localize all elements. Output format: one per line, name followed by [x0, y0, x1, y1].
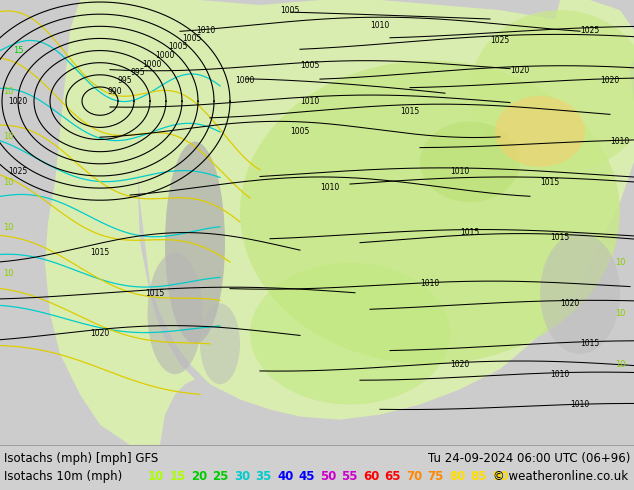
Text: 10: 10	[615, 309, 625, 318]
Text: © weatheronline.co.uk: © weatheronline.co.uk	[493, 470, 628, 483]
Text: 75: 75	[427, 470, 444, 483]
Text: 50: 50	[320, 470, 337, 483]
Text: 995: 995	[118, 76, 133, 85]
Polygon shape	[45, 0, 195, 445]
Text: 1020: 1020	[600, 76, 619, 85]
Text: 80: 80	[449, 470, 465, 483]
Text: 1000: 1000	[235, 76, 255, 85]
Text: 25: 25	[212, 470, 229, 483]
Ellipse shape	[540, 233, 620, 354]
Text: 1020: 1020	[450, 360, 470, 368]
Text: 85: 85	[470, 470, 487, 483]
Ellipse shape	[148, 253, 202, 374]
Text: 15: 15	[169, 470, 186, 483]
Text: 990: 990	[108, 87, 122, 96]
Text: Tu 24-09-2024 06:00 UTC (06+96): Tu 24-09-2024 06:00 UTC (06+96)	[427, 452, 630, 465]
Text: 1010: 1010	[197, 26, 216, 35]
Text: 1010: 1010	[370, 21, 390, 30]
Text: 45: 45	[299, 470, 315, 483]
Text: 1010: 1010	[320, 183, 340, 192]
Text: 1005: 1005	[168, 42, 188, 51]
Text: 1020: 1020	[8, 97, 27, 106]
Text: 1015: 1015	[401, 107, 420, 116]
Text: 10: 10	[3, 177, 13, 187]
Text: 1010: 1010	[450, 168, 470, 176]
Text: 1020: 1020	[510, 66, 529, 75]
Text: 1020: 1020	[560, 299, 579, 308]
Text: 1005: 1005	[183, 34, 202, 43]
Text: 10: 10	[615, 258, 625, 268]
Text: 1010: 1010	[571, 400, 590, 409]
Text: 1015: 1015	[91, 248, 110, 257]
Text: 10: 10	[3, 223, 13, 232]
Ellipse shape	[240, 61, 620, 364]
Text: 1015: 1015	[550, 233, 569, 242]
Ellipse shape	[200, 303, 240, 384]
Text: 1010: 1010	[611, 137, 630, 146]
Text: 20: 20	[191, 470, 207, 483]
Text: 1000: 1000	[155, 51, 175, 60]
Text: Isotachs (mph) [mph] GFS: Isotachs (mph) [mph] GFS	[4, 452, 158, 465]
Text: 1015: 1015	[580, 339, 600, 348]
Text: 70: 70	[406, 470, 422, 483]
Text: 10: 10	[3, 87, 13, 96]
Text: 1010: 1010	[420, 279, 439, 288]
Text: 65: 65	[384, 470, 401, 483]
Text: 995: 995	[131, 68, 145, 77]
Text: 1025: 1025	[580, 26, 600, 35]
Text: 1005: 1005	[301, 61, 320, 70]
Ellipse shape	[250, 263, 450, 404]
Ellipse shape	[165, 142, 225, 344]
Text: 1015: 1015	[540, 177, 560, 187]
Text: 1010: 1010	[301, 97, 320, 106]
Ellipse shape	[420, 122, 520, 202]
Ellipse shape	[495, 96, 585, 167]
Text: 35: 35	[256, 470, 272, 483]
Polygon shape	[550, 0, 634, 91]
Text: 90: 90	[492, 470, 508, 483]
Text: 30: 30	[234, 470, 250, 483]
Text: 60: 60	[363, 470, 379, 483]
Ellipse shape	[470, 10, 634, 172]
Text: 1020: 1020	[91, 329, 110, 338]
Text: 10: 10	[148, 470, 164, 483]
Text: 1025: 1025	[8, 168, 27, 176]
Text: 1010: 1010	[550, 369, 569, 379]
Text: 1000: 1000	[142, 60, 162, 69]
Text: 15: 15	[13, 46, 23, 55]
Polygon shape	[138, 0, 634, 419]
Text: 10: 10	[3, 269, 13, 277]
Text: 40: 40	[277, 470, 294, 483]
Text: 1015: 1015	[145, 289, 165, 298]
Text: 55: 55	[342, 470, 358, 483]
Text: 10: 10	[3, 132, 13, 141]
Text: Isotachs 10m (mph): Isotachs 10m (mph)	[4, 470, 122, 483]
Text: 1015: 1015	[460, 228, 480, 237]
Text: 1005: 1005	[290, 127, 309, 136]
Text: 1005: 1005	[280, 5, 300, 15]
Text: 10: 10	[615, 360, 625, 368]
Text: 1025: 1025	[490, 36, 510, 45]
